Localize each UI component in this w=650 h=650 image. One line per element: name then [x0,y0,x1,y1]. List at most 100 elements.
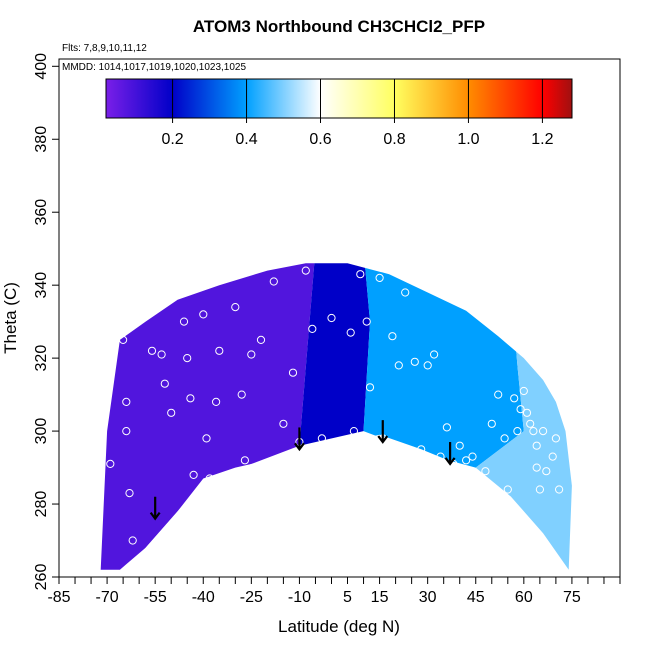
sample-point [160,379,169,388]
y-tick-label: 340 [33,272,50,299]
colorbar-tick-label: 0.2 [161,131,183,148]
sample-point [269,277,278,286]
colorbar-tick-label: 0.6 [309,131,331,148]
x-axis-label: Latitude (deg N) [278,617,400,636]
sample-point [526,419,535,428]
sample-point [99,401,109,410]
x-tick-label: 30 [419,589,437,606]
sample-point [279,419,288,428]
sample-point [394,361,403,370]
y-tick-label: 280 [33,491,50,518]
sample-point [189,470,198,479]
sample-point [365,383,375,392]
sample-point [519,386,528,396]
y-tick-label: 300 [33,418,50,445]
sample-point [539,427,548,436]
sample-point [516,405,525,414]
field-region [299,263,370,446]
concentration-field [100,263,572,570]
sample-point [532,463,541,472]
sample-point [555,485,564,494]
arrow-markers [149,420,456,521]
sample-point [401,288,410,297]
x-tick-label: -85 [47,589,70,606]
sample-point [237,390,246,399]
x-axis: -85 -70 -55 -40 -25 -10 5 15 30 45 60 75 [47,577,621,606]
x-tick-label: 15 [371,589,389,606]
sample-point [503,485,512,494]
x-tick-label: -40 [192,589,215,606]
x-tick-label: -25 [240,589,263,606]
sample-point [481,467,490,476]
y-tick-label: 360 [33,199,50,226]
sample-point [301,266,310,275]
sample-point [487,419,496,428]
arrow-marker [377,420,389,444]
sample-point [186,394,195,403]
sample-point [93,496,102,505]
colorbar-tick-label: 1.2 [531,131,553,148]
sample-point [462,456,471,465]
sample-point [510,394,519,403]
chart-title: ATOM3 Northbound CH3CHCl2_PFP [193,17,485,36]
sample-point [147,346,157,355]
sample-point [455,441,464,450]
sample-point [423,361,432,370]
sample-point [436,452,445,461]
colorbar: 0.2 0.4 0.6 0.8 1.0 1.2 [105,78,573,148]
sample-point [532,441,541,450]
y-tick-label: 400 [33,53,50,80]
sample-point [410,357,419,366]
sample-point [96,452,105,461]
sample-point [167,408,176,417]
sample-point [240,456,249,465]
sample-point [125,489,134,498]
y-axis: 260 280 300 320 340 360 380 400 [33,53,59,591]
x-tick-label: 45 [467,589,485,606]
colorbar-divisions [172,79,543,118]
x-tick-label: 5 [343,589,352,606]
sample-point [513,427,522,436]
sample-point [356,270,365,279]
x-tick-label: -70 [96,589,119,606]
sample-point [231,303,240,312]
y-tick-label: 380 [33,126,50,153]
sample-point [346,328,355,337]
sample-point [202,434,211,443]
colorbar-tick-label: 0.8 [383,131,405,148]
sample-point [362,317,371,326]
sample-point [247,350,256,359]
dates-label: MMDD: 1014,1017,1019,1020,1023,1025 [62,62,246,73]
sample-point [93,569,102,577]
colorbar-ticks: 0.2 0.4 0.6 0.8 1.0 1.2 [161,118,554,148]
sample-point [430,350,439,359]
sample-point [529,427,538,436]
sample-point [179,317,189,326]
sample-point [256,335,266,344]
arrow-marker [294,427,305,452]
sample-point [119,335,128,344]
sample-point [212,397,221,406]
sample-point [474,485,483,494]
sample-point [199,310,208,319]
x-tick-label: 75 [563,589,581,606]
colorbar-bar [105,78,573,119]
sample-point [157,350,166,359]
y-tick-label: 260 [33,564,50,591]
sample-point [327,313,336,323]
flights-label: Flts: 7,8,9,10,11,12 [62,43,147,54]
sample-point [317,434,326,443]
arrow-marker [444,442,456,466]
sample-point [442,423,451,432]
sample-point [548,452,557,461]
x-tick-label: -55 [144,589,167,606]
sample-point [128,536,137,545]
y-axis-label: Theta (C) [1,282,20,354]
sample-point [215,346,224,355]
sample-point [288,368,298,377]
x-tick-label: 60 [515,589,533,606]
sample-point [494,390,503,399]
sample-point [535,485,545,494]
colorbar-tick-label: 1.0 [457,131,479,148]
colorbar-tick-label: 0.4 [235,131,257,148]
